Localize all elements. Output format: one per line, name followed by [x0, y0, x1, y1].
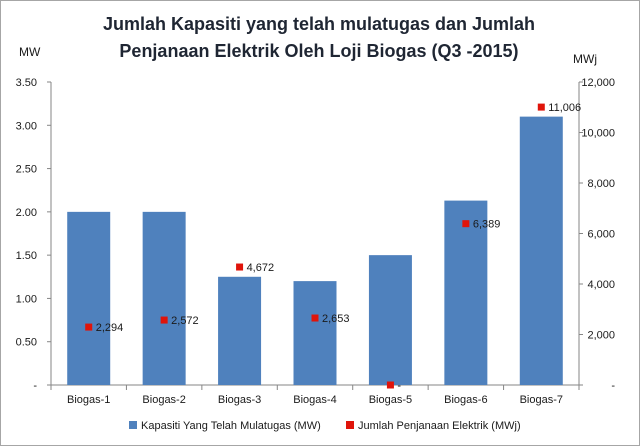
legend-swatch-penjanaan [346, 421, 354, 429]
bar-biogas-6 [444, 200, 488, 385]
legend-label-penjanaan: Jumlah Penjanaan Elektrik (MWj) [358, 420, 521, 432]
left-tick-label: - [33, 380, 37, 392]
left-tick-label: 3.50 [16, 77, 37, 89]
data-label: 2,294 [96, 322, 124, 334]
left-tick-label: 1.50 [16, 250, 37, 262]
marker-biogas-1 [85, 323, 93, 331]
left-tick-label: 3.00 [16, 120, 37, 132]
left-tick-label: 1.00 [16, 293, 37, 305]
x-tick-label: Biogas-6 [444, 394, 487, 406]
plot-area: - 0.50 1.00 1.50 2.00 2.50 3.00 3.50 - 2,000 4,000… [16, 77, 616, 406]
right-tick-label: 4,000 [587, 279, 615, 291]
right-tick-label: 2,000 [587, 330, 615, 342]
left-tick-label: 2.50 [16, 164, 37, 176]
bar-biogas-4 [293, 281, 337, 385]
marker-biogas-4 [311, 314, 319, 322]
x-tick-label: Biogas-1 [67, 394, 110, 406]
marker-biogas-3 [236, 263, 244, 271]
right-tick-label: - [611, 380, 615, 392]
right-tick-label: 8,000 [587, 178, 615, 190]
marker-biogas-2 [160, 316, 168, 324]
left-tick-label: 2.00 [16, 207, 37, 219]
bar-biogas-7 [519, 116, 563, 385]
x-tick-label: Biogas-3 [218, 394, 261, 406]
x-tick-label: Biogas-4 [293, 394, 336, 406]
x-tick-label: Biogas-7 [520, 394, 563, 406]
legend-label-kapasiti: Kapasiti Yang Telah Mulatugas (MW) [141, 420, 321, 432]
legend-swatch-kapasiti [129, 421, 137, 429]
bar-biogas-1 [67, 211, 111, 385]
left-axis-unit: MW [19, 45, 41, 59]
legend: Kapasiti Yang Telah Mulatugas (MW) Jumlah… [129, 420, 521, 432]
right-tick-label: 6,000 [587, 229, 615, 241]
right-axis-unit: MWj [573, 52, 597, 66]
right-tick-label: 10,000 [581, 128, 615, 140]
marker-biogas-5 [386, 381, 394, 389]
data-label: - [397, 380, 401, 392]
x-tick-label: Biogas-5 [369, 394, 412, 406]
marker-biogas-6 [462, 220, 470, 228]
data-label: 11,006 [548, 102, 581, 114]
bar-biogas-3 [218, 276, 262, 385]
bar-biogas-5 [368, 255, 412, 385]
left-tick-label: 0.50 [16, 337, 37, 349]
data-label: 2,572 [171, 315, 199, 327]
data-label: 6,389 [473, 219, 501, 231]
chart-title-line-2: Penjanaan Elektrik Oleh Loji Biogas (Q3 … [119, 41, 518, 61]
chart-title-line-1: Jumlah Kapasiti yang telah mulatugas dan… [103, 14, 535, 34]
bar-biogas-2 [142, 211, 186, 385]
right-tick-label: 12,000 [581, 77, 615, 89]
x-tick-label: Biogas-2 [142, 394, 185, 406]
data-label: 2,653 [322, 313, 350, 325]
data-label: 4,672 [247, 262, 275, 274]
marker-biogas-7 [537, 103, 545, 111]
